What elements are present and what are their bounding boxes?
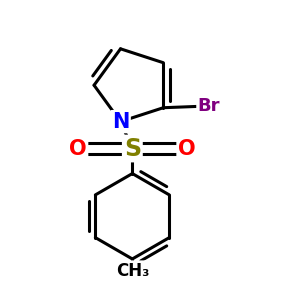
Text: Br: Br [198, 97, 220, 115]
Text: CH₃: CH₃ [116, 262, 149, 280]
Text: O: O [178, 139, 196, 158]
Text: N: N [112, 112, 129, 132]
Text: S: S [124, 136, 141, 160]
Text: O: O [69, 139, 87, 158]
